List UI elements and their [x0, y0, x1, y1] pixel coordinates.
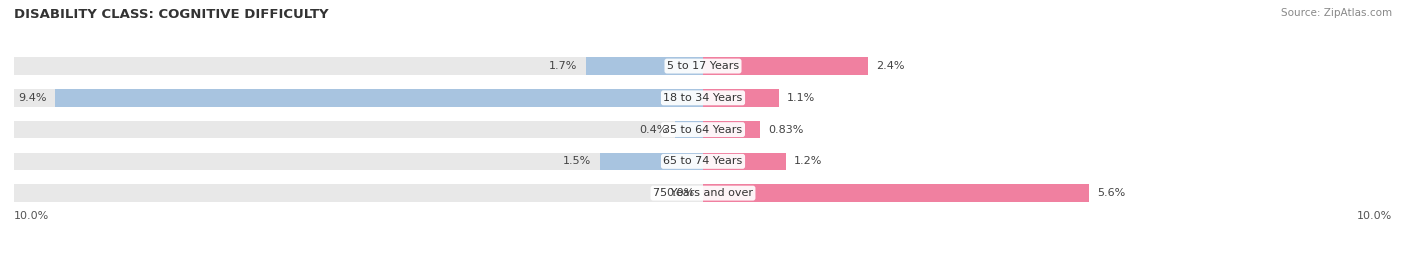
Text: 5.6%: 5.6%	[1097, 188, 1125, 198]
Text: DISABILITY CLASS: COGNITIVE DIFFICULTY: DISABILITY CLASS: COGNITIVE DIFFICULTY	[14, 8, 329, 21]
Bar	[14, 57, 703, 75]
Text: 1.5%: 1.5%	[564, 156, 592, 166]
Text: 35 to 64 Years: 35 to 64 Years	[664, 124, 742, 135]
Bar	[14, 89, 703, 107]
Text: 75 Years and over: 75 Years and over	[652, 188, 754, 198]
Bar	[55, 89, 703, 107]
Text: 1.1%: 1.1%	[787, 93, 815, 103]
Bar	[703, 184, 1088, 202]
Text: 1.2%: 1.2%	[794, 156, 823, 166]
Text: 1.7%: 1.7%	[550, 61, 578, 71]
Text: 2.4%: 2.4%	[876, 61, 905, 71]
Text: 0.0%: 0.0%	[666, 188, 695, 198]
Bar	[599, 153, 703, 170]
Bar	[14, 153, 703, 170]
Bar	[675, 121, 703, 138]
Bar	[586, 57, 703, 75]
Bar	[703, 89, 779, 107]
Text: 0.4%: 0.4%	[638, 124, 668, 135]
Bar	[14, 184, 703, 202]
Text: 10.0%: 10.0%	[1357, 211, 1392, 221]
Text: 0.83%: 0.83%	[769, 124, 804, 135]
Text: 10.0%: 10.0%	[14, 211, 49, 221]
Text: 9.4%: 9.4%	[18, 93, 48, 103]
Bar	[14, 121, 703, 138]
Bar	[703, 121, 761, 138]
Bar	[703, 153, 786, 170]
Text: 65 to 74 Years: 65 to 74 Years	[664, 156, 742, 166]
Legend: Male, Female: Male, Female	[636, 266, 770, 270]
Text: 18 to 34 Years: 18 to 34 Years	[664, 93, 742, 103]
Text: Source: ZipAtlas.com: Source: ZipAtlas.com	[1281, 8, 1392, 18]
Text: 5 to 17 Years: 5 to 17 Years	[666, 61, 740, 71]
Bar	[703, 57, 869, 75]
